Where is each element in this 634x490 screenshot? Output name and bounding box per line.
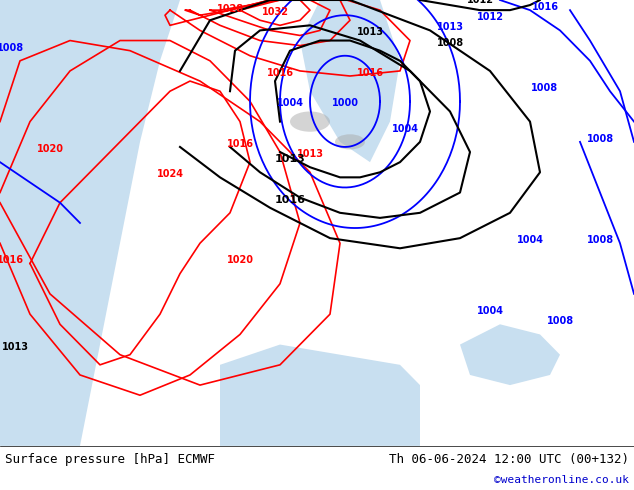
Text: 1012: 1012 <box>576 0 604 2</box>
Text: 1016: 1016 <box>0 255 23 266</box>
Polygon shape <box>460 324 560 385</box>
Ellipse shape <box>290 112 330 132</box>
Text: 1013: 1013 <box>275 154 306 164</box>
Text: 1008: 1008 <box>0 43 23 52</box>
Text: 1008: 1008 <box>566 0 593 2</box>
Text: Th 06-06-2024 12:00 UTC (00+132): Th 06-06-2024 12:00 UTC (00+132) <box>389 453 629 466</box>
Text: 1004: 1004 <box>392 124 418 134</box>
Text: 1016: 1016 <box>226 139 254 149</box>
Text: 1008: 1008 <box>586 134 614 144</box>
Text: Surface pressure [hPa] ECMWF: Surface pressure [hPa] ECMWF <box>5 453 215 466</box>
Text: 1004: 1004 <box>477 306 503 316</box>
Text: 1008: 1008 <box>531 83 559 93</box>
Text: 1028: 1028 <box>216 4 243 14</box>
Text: 1016: 1016 <box>531 2 559 12</box>
Polygon shape <box>0 0 180 446</box>
Text: 1013: 1013 <box>356 27 384 37</box>
Text: 1008: 1008 <box>436 38 463 48</box>
Text: 1012: 1012 <box>467 0 493 5</box>
Polygon shape <box>300 0 400 162</box>
Text: 1000: 1000 <box>332 98 358 108</box>
Text: 1016: 1016 <box>356 68 384 78</box>
Text: 1013: 1013 <box>1 342 29 352</box>
Text: 1013: 1013 <box>380 0 410 2</box>
Text: 1008: 1008 <box>547 316 574 326</box>
Text: 1032: 1032 <box>261 7 288 17</box>
Ellipse shape <box>335 134 365 149</box>
Text: 1020: 1020 <box>37 144 63 154</box>
Text: 1012: 1012 <box>477 12 503 22</box>
Text: 1013: 1013 <box>297 149 323 159</box>
Text: ©weatheronline.co.uk: ©weatheronline.co.uk <box>494 475 629 485</box>
Text: 1016: 1016 <box>266 68 294 78</box>
Text: 1008: 1008 <box>586 235 614 245</box>
Text: 1004: 1004 <box>517 235 543 245</box>
Text: 1004: 1004 <box>276 98 304 108</box>
Text: 1013: 1013 <box>436 23 463 32</box>
Text: 1024: 1024 <box>157 170 183 179</box>
Text: 1016: 1016 <box>275 195 306 205</box>
Text: 1020: 1020 <box>382 0 408 2</box>
Text: 1020: 1020 <box>226 255 254 266</box>
Text: 1016: 1016 <box>417 0 444 2</box>
Polygon shape <box>220 344 420 446</box>
